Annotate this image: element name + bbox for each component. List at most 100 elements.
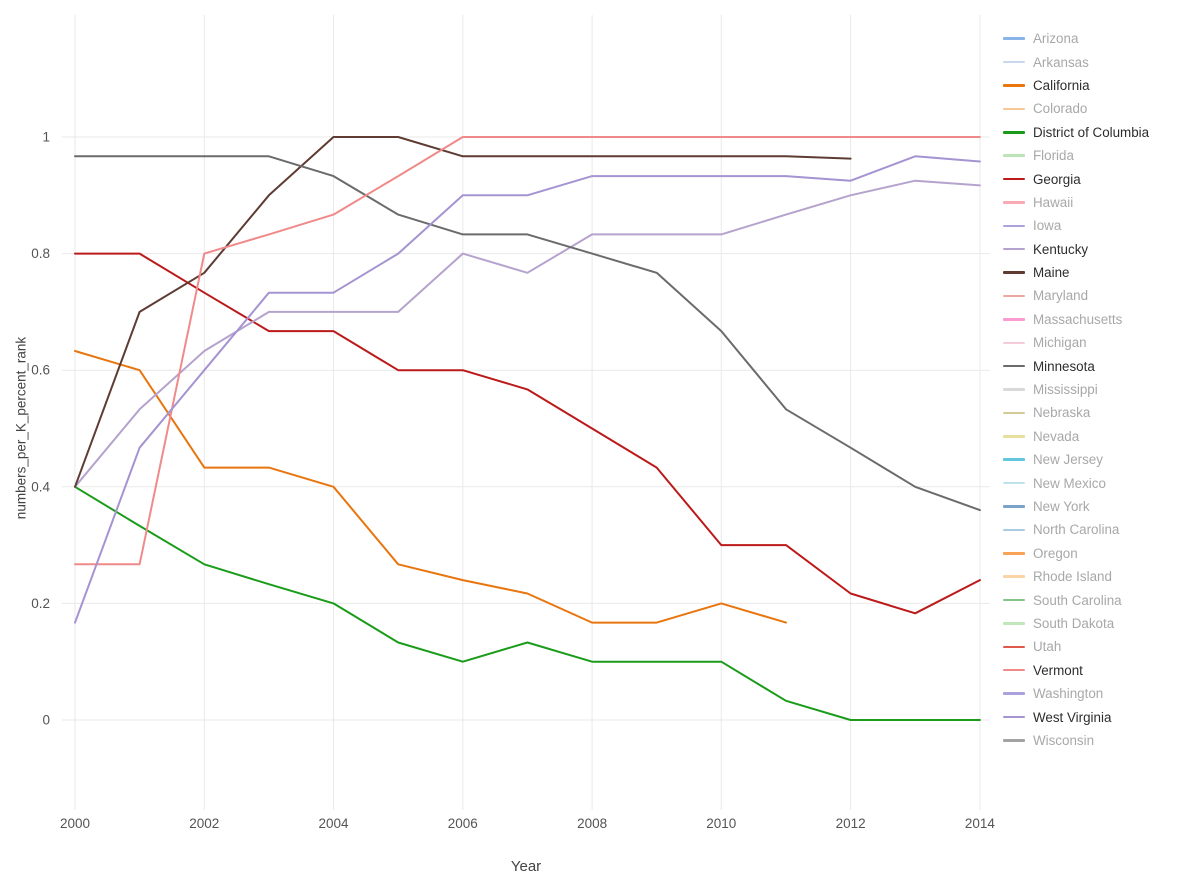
legend-swatch <box>1003 247 1025 251</box>
legend-item-south-dakota[interactable]: South Dakota <box>1003 612 1199 635</box>
legend-item-florida[interactable]: Florida <box>1003 144 1199 167</box>
legend-swatch <box>1003 131 1025 134</box>
series-line-maine <box>74 136 852 488</box>
legend-item-nevada[interactable]: Nevada <box>1003 425 1199 448</box>
legend-item-maryland[interactable]: Maryland <box>1003 284 1199 307</box>
legend-item-district-of-columbia[interactable]: District of Columbia <box>1003 121 1199 144</box>
legend-item-arizona[interactable]: Arizona <box>1003 27 1199 50</box>
legend-swatch <box>1003 739 1025 742</box>
line-chart-plot: 2000 2002 2004 2006 2008 2010 2012 2014 0 0.2 0.4 0… <box>31 15 996 831</box>
legend-item-vermont[interactable]: Vermont <box>1003 659 1199 682</box>
legend-item-west-virginia[interactable]: West Virginia <box>1003 705 1199 728</box>
legend-swatch <box>1003 271 1025 274</box>
legend-item-georgia[interactable]: Georgia <box>1003 167 1199 190</box>
legend-item-south-carolina[interactable]: South Carolina <box>1003 588 1199 611</box>
legend-item-massachusetts[interactable]: Massachusetts <box>1003 308 1199 331</box>
series-line-vermont <box>74 136 981 566</box>
legend-item-new-jersey[interactable]: New Jersey <box>1003 448 1199 471</box>
legend-swatch <box>1003 411 1025 415</box>
legend-swatch <box>1003 341 1025 345</box>
y-tick-label: 1 <box>42 130 50 145</box>
legend-swatch <box>1003 318 1025 321</box>
legend-swatch <box>1003 458 1025 461</box>
legend-swatch <box>1003 364 1025 368</box>
legend-item-maine[interactable]: Maine <box>1003 261 1199 284</box>
legend-swatch <box>1003 692 1025 695</box>
legend-item-north-carolina[interactable]: North Carolina <box>1003 518 1199 541</box>
legend-swatch <box>1003 645 1025 649</box>
x-tick-label: 2014 <box>965 816 996 831</box>
legend-item-minnesota[interactable]: Minnesota <box>1003 354 1199 377</box>
x-axis-title: Year <box>510 858 542 875</box>
legend-item-new-york[interactable]: New York <box>1003 495 1199 518</box>
x-tick-label: 2006 <box>448 816 478 831</box>
legend-label: Mississippi <box>1033 382 1098 398</box>
legend-label: Maryland <box>1033 288 1089 304</box>
x-tick-label: 2004 <box>318 816 349 831</box>
y-tick-label: 0.6 <box>31 363 50 378</box>
legend-swatch <box>1003 224 1025 228</box>
legend-item-nebraska[interactable]: Nebraska <box>1003 401 1199 424</box>
legend-label: Kentucky <box>1033 241 1089 257</box>
legend-label: Utah <box>1033 639 1062 655</box>
series-line-west-virginia <box>74 155 981 624</box>
legend-item-iowa[interactable]: Iowa <box>1003 214 1199 237</box>
legend-swatch <box>1003 294 1025 298</box>
legend-swatch <box>1003 505 1025 508</box>
series-line-california <box>74 350 787 624</box>
legend-label: Vermont <box>1033 662 1083 678</box>
legend-label: Minnesota <box>1033 358 1095 374</box>
legend-item-kentucky[interactable]: Kentucky <box>1003 238 1199 261</box>
x-tick-label: 2012 <box>836 816 866 831</box>
legend-swatch <box>1003 107 1025 111</box>
legend-swatch <box>1003 668 1025 672</box>
legend-item-michigan[interactable]: Michigan <box>1003 331 1199 354</box>
x-tick-label: 2010 <box>706 816 736 831</box>
legend-label: Arkansas <box>1033 54 1089 70</box>
y-tick-label: 0.2 <box>31 596 50 611</box>
legend-swatch <box>1003 598 1025 602</box>
legend-swatch <box>1003 575 1025 578</box>
legend-label: South Carolina <box>1033 592 1122 608</box>
legend-item-mississippi[interactable]: Mississippi <box>1003 378 1199 401</box>
legend-item-new-mexico[interactable]: New Mexico <box>1003 471 1199 494</box>
legend-item-arkansas[interactable]: Arkansas <box>1003 50 1199 73</box>
legend-label: Wisconsin <box>1033 732 1095 748</box>
legend-swatch <box>1003 201 1025 204</box>
legend-swatch <box>1003 715 1025 719</box>
legend-label: Oregon <box>1033 545 1078 561</box>
legend-item-wisconsin[interactable]: Wisconsin <box>1003 729 1199 752</box>
legend-swatch <box>1003 177 1025 181</box>
legend-label: Arizona <box>1033 31 1079 47</box>
legend-label: New Mexico <box>1033 475 1106 491</box>
legend-swatch <box>1003 435 1025 438</box>
legend-swatch <box>1003 154 1025 157</box>
series-line-minnesota <box>74 155 981 512</box>
series-line-georgia <box>74 252 981 615</box>
legend-item-hawaii[interactable]: Hawaii <box>1003 191 1199 214</box>
legend-item-rhode-island[interactable]: Rhode Island <box>1003 565 1199 588</box>
legend-label: New Jersey <box>1033 452 1103 468</box>
legend-label: Rhode Island <box>1033 569 1112 585</box>
series-line-kentucky <box>74 179 981 488</box>
legend-item-california[interactable]: California <box>1003 74 1199 97</box>
legend-item-colorado[interactable]: Colorado <box>1003 97 1199 120</box>
legend-label: Florida <box>1033 148 1074 164</box>
legend-label: Hawaii <box>1033 194 1074 210</box>
legend-item-washington[interactable]: Washington <box>1003 682 1199 705</box>
legend-swatch <box>1003 552 1025 555</box>
legend-swatch <box>1003 60 1025 64</box>
legend-label: Georgia <box>1033 171 1081 187</box>
legend-label: Maine <box>1033 265 1070 281</box>
legend-label: Michigan <box>1033 335 1087 351</box>
gridlines <box>62 15 990 810</box>
legend-item-oregon[interactable]: Oregon <box>1003 542 1199 565</box>
legend-swatch <box>1003 388 1025 391</box>
chart-legend: Arizona Arkansas California Colorado Distric… <box>1003 27 1199 752</box>
legend-label: California <box>1033 77 1090 93</box>
legend-item-utah[interactable]: Utah <box>1003 635 1199 658</box>
legend-swatch <box>1003 481 1025 485</box>
x-tick-label: 2000 <box>60 816 90 831</box>
legend-label: South Dakota <box>1033 615 1115 631</box>
